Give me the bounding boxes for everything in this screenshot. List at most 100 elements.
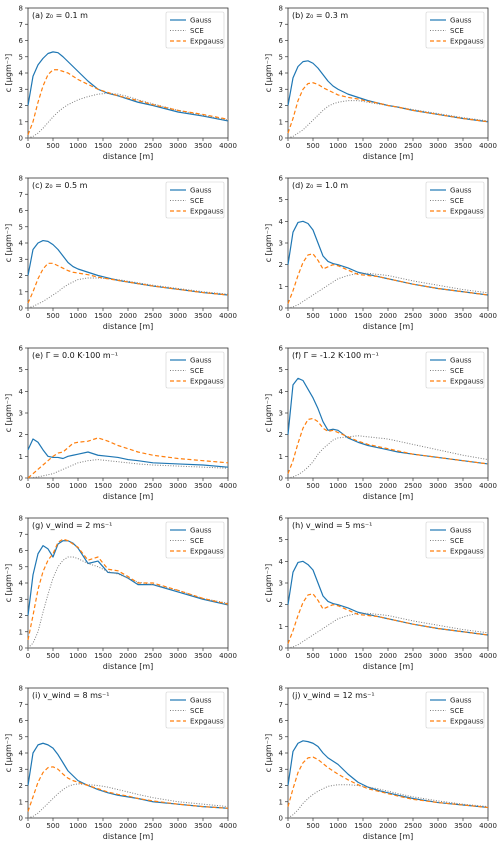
series-line-sce <box>287 100 489 139</box>
series-line-expgauss <box>27 766 229 812</box>
y-tick-label: 5 <box>279 196 283 204</box>
y-tick-label: 3 <box>19 410 23 418</box>
panel-title: (c) z₀ = 0.5 m <box>32 181 88 190</box>
x-tick-label: 500 <box>46 652 59 660</box>
legend-label: Expgauss <box>450 378 484 386</box>
y-tick-label: 1 <box>19 628 23 636</box>
legend-box <box>425 11 485 49</box>
series-line-gauss <box>287 740 489 809</box>
chart-panel-7: 0 500 1000 1500 2000 2500 3000 3500 4000 0 1 2 3 4 5 6 d… <box>264 515 497 672</box>
y-tick-label: 3 <box>279 580 283 588</box>
series-line-gauss <box>287 560 489 636</box>
panel-title: (j) v_wind = 12 ms⁻¹ <box>292 691 375 700</box>
y-tick-label: 5 <box>19 53 23 61</box>
y-tick-label: 8 <box>19 5 23 13</box>
series-line-sce <box>27 277 229 309</box>
x-tick-label: 1500 <box>94 142 112 150</box>
x-tick-label: 2000 <box>119 482 137 490</box>
y-tick-label: 3 <box>19 256 23 264</box>
y-tick-label: 0 <box>279 135 283 143</box>
x-tick-label: 1000 <box>329 142 347 150</box>
y-tick-label: 1 <box>19 288 23 296</box>
x-tick-label: 1000 <box>329 312 347 320</box>
x-tick-label: 3500 <box>194 482 212 490</box>
legend-label: Expgauss <box>190 548 224 556</box>
legend-label: Expgauss <box>450 38 484 46</box>
legend-box <box>425 181 485 219</box>
x-tick-label: 3000 <box>169 652 187 660</box>
y-tick-label: 0 <box>279 475 283 483</box>
chart-panel-2: 0 500 1000 1500 2000 2500 3000 3500 4000 0 1 2 3 4 5 6 7… <box>4 175 237 332</box>
y-tick-label: 0 <box>279 305 283 313</box>
y-tick-label: 5 <box>19 366 23 374</box>
series-line-sce <box>27 92 229 139</box>
series-line-sce <box>27 459 229 479</box>
x-tick-label: 1500 <box>94 652 112 660</box>
series-line-gauss <box>287 377 489 465</box>
series-line-expgauss <box>27 538 229 641</box>
series-line-sce <box>287 272 489 309</box>
legend-label: Gauss <box>190 357 212 365</box>
y-tick-label: 5 <box>279 733 283 741</box>
series-line-sce <box>27 556 229 649</box>
panel-title: (b) z₀ = 0.3 m <box>292 11 348 20</box>
legend-label: SCE <box>190 197 204 205</box>
x-tick-label: 3000 <box>429 482 447 490</box>
x-tick-label: 1000 <box>69 482 87 490</box>
chart-panel-4: 0 500 1000 1500 2000 2500 3000 3500 4000 0 1 2 3 4 5 6 d… <box>4 345 237 502</box>
y-tick-label: 7 <box>279 701 283 709</box>
legend-label: Expgauss <box>190 378 224 386</box>
x-tick-label: 3000 <box>169 822 187 830</box>
y-tick-label: 3 <box>279 766 283 774</box>
y-tick-label: 0 <box>19 305 23 313</box>
x-tick-label: 3500 <box>194 142 212 150</box>
y-tick-label: 6 <box>19 37 24 45</box>
y-axis-label: c [µgm⁻³] <box>264 224 273 263</box>
legend-box <box>165 351 225 389</box>
y-tick-label: 4 <box>279 558 284 566</box>
x-tick-label: 1500 <box>94 822 112 830</box>
series-line-gauss <box>27 438 229 468</box>
legend-label: SCE <box>450 197 464 205</box>
x-tick-label: 1500 <box>354 482 372 490</box>
x-tick-label: 0 <box>26 822 30 830</box>
y-tick-label: 5 <box>19 223 23 231</box>
x-tick-label: 4000 <box>479 312 497 320</box>
legend-label: Gauss <box>450 697 472 705</box>
y-tick-label: 5 <box>19 733 23 741</box>
x-tick-label: 2500 <box>144 822 162 830</box>
x-axis-label: distance [m] <box>103 662 153 671</box>
y-axis-label: c [µgm⁻³] <box>4 564 13 603</box>
series-line-expgauss <box>27 437 229 479</box>
x-tick-label: 3500 <box>454 822 472 830</box>
x-tick-label: 4000 <box>219 482 237 490</box>
y-tick-label: 0 <box>279 645 283 653</box>
x-tick-label: 4000 <box>479 482 497 490</box>
x-tick-label: 500 <box>306 822 319 830</box>
x-tick-label: 500 <box>46 312 59 320</box>
y-tick-label: 8 <box>19 515 23 523</box>
series-line-expgauss <box>287 756 489 809</box>
panel-title: (f) Γ = -1.2 K·100 m⁻¹ <box>292 351 379 360</box>
x-axis-label: distance [m] <box>363 322 413 331</box>
x-tick-label: 4000 <box>219 822 237 830</box>
series-line-gauss <box>287 220 489 296</box>
y-tick-label: 1 <box>279 623 283 631</box>
legend-label: Expgauss <box>450 548 484 556</box>
x-tick-label: 4000 <box>219 142 237 150</box>
y-tick-label: 1 <box>279 118 283 126</box>
x-tick-label: 2500 <box>404 652 422 660</box>
x-tick-label: 3500 <box>194 822 212 830</box>
x-tick-label: 3500 <box>454 142 472 150</box>
x-tick-label: 1500 <box>354 652 372 660</box>
legend-label: SCE <box>450 367 464 375</box>
x-tick-label: 3500 <box>454 482 472 490</box>
x-tick-label: 1000 <box>69 822 87 830</box>
y-tick-label: 6 <box>279 37 284 45</box>
y-tick-label: 8 <box>19 685 23 693</box>
y-tick-label: 8 <box>279 5 283 13</box>
y-tick-label: 5 <box>19 563 23 571</box>
series-line-sce <box>287 612 489 649</box>
x-tick-label: 2000 <box>379 142 397 150</box>
y-tick-label: 1 <box>19 798 23 806</box>
